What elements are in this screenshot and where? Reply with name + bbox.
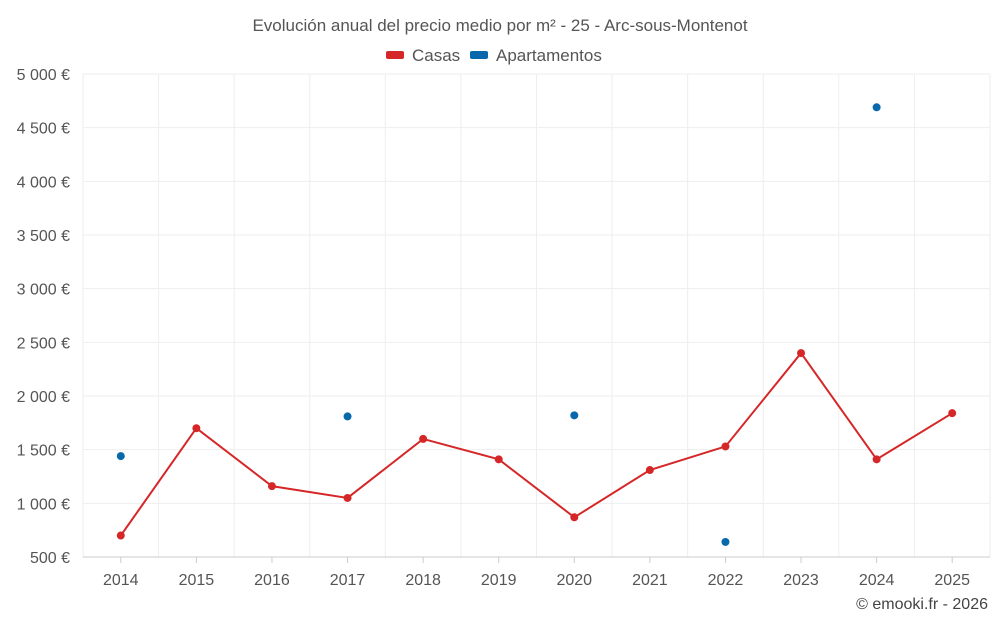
data-point-casas[interactable]: [267, 482, 276, 491]
data-point-casas[interactable]: [645, 466, 654, 475]
data-point-casas[interactable]: [192, 424, 201, 433]
chart-title: Evolución anual del precio medio por m² …: [252, 16, 747, 35]
data-point-casas[interactable]: [797, 349, 806, 358]
x-tick-label: 2019: [481, 572, 517, 589]
x-tick-label: 2025: [934, 572, 970, 589]
data-point-apartamentos[interactable]: [343, 412, 352, 421]
data-point-casas[interactable]: [343, 493, 352, 502]
legend: Casas Apartamentos: [386, 46, 602, 65]
data-point-apartamentos[interactable]: [872, 103, 881, 112]
x-tick-label: 2020: [556, 572, 592, 589]
series-casas: [116, 349, 957, 540]
data-point-casas[interactable]: [494, 455, 503, 464]
data-point-casas[interactable]: [116, 531, 125, 540]
y-tick-label: 1 500 €: [17, 443, 70, 460]
data-point-casas[interactable]: [948, 409, 957, 418]
data-point-casas[interactable]: [721, 442, 730, 451]
data-point-casas[interactable]: [872, 455, 881, 464]
y-tick-label: 1 000 €: [17, 496, 70, 513]
y-tick-label: 3 500 €: [17, 228, 70, 245]
data-point-apartamentos[interactable]: [116, 452, 125, 461]
x-tick-label: 2017: [330, 572, 366, 589]
x-tick-label: 2021: [632, 572, 668, 589]
x-tick-label: 2016: [254, 572, 290, 589]
y-tick-label: 5 000 €: [17, 67, 70, 84]
y-tick-label: 500 €: [30, 550, 70, 567]
credit-text: © emooki.fr - 2026: [856, 596, 988, 613]
legend-item-apartamentos[interactable]: Apartamentos: [470, 46, 602, 65]
data-point-casas[interactable]: [570, 513, 579, 522]
x-tick-label: 2023: [783, 572, 819, 589]
x-tick-label: 2018: [405, 572, 441, 589]
y-tick-label: 4 000 €: [17, 174, 70, 191]
grid: [82, 73, 991, 557]
data-point-apartamentos[interactable]: [721, 537, 730, 546]
legend-label-casas: Casas: [412, 46, 460, 65]
legend-swatch-casas: [386, 51, 404, 59]
x-tick-label: 2015: [179, 572, 215, 589]
y-tick-label: 4 500 €: [17, 121, 70, 138]
data-point-apartamentos[interactable]: [570, 411, 579, 420]
legend-item-casas[interactable]: Casas: [386, 46, 460, 65]
axes: 500 € 1 000 € 1 500 € 2 000 € 2 500 € 3 000 €…: [17, 67, 990, 589]
legend-swatch-apartamentos: [470, 51, 488, 59]
x-tick-label: 2014: [103, 572, 139, 589]
data-point-casas[interactable]: [419, 434, 428, 443]
x-tick-label: 2024: [859, 572, 895, 589]
y-tick-label: 3 000 €: [17, 282, 70, 299]
x-tick-label: 2022: [708, 572, 744, 589]
series-line-casas: [119, 351, 953, 537]
y-tick-label: 2 500 €: [17, 335, 70, 352]
series-apartamentos: [116, 103, 881, 546]
legend-label-apartamentos: Apartamentos: [496, 46, 602, 65]
series: [116, 103, 957, 546]
y-tick-label: 2 000 €: [17, 389, 70, 406]
